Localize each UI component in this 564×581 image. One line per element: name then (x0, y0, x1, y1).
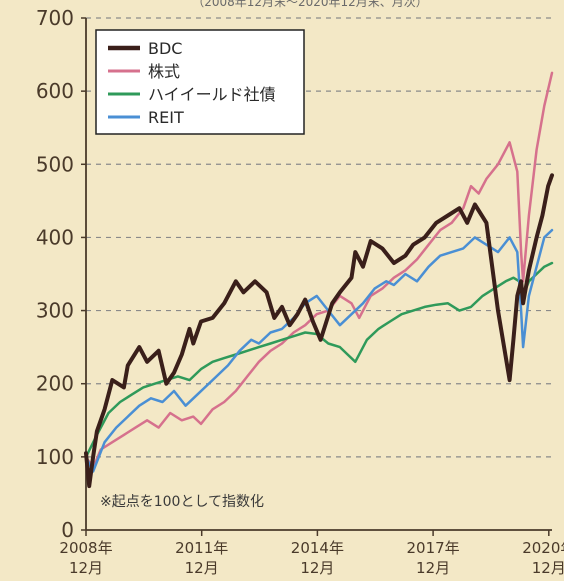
series-layer (84, 71, 554, 489)
x-tick-label-year: 2014年 (291, 539, 344, 557)
x-tick-label-year: 2011年 (175, 539, 228, 557)
x-tick-label-month: 12月 (69, 559, 103, 577)
y-tick-label: 700 (36, 6, 74, 30)
x-tick-label-year: 2017年 (407, 539, 460, 557)
x-tick-label-month: 12月 (300, 559, 334, 577)
legend-label: ハイイールド社債 (148, 85, 276, 104)
series-line-BDC (84, 173, 554, 489)
x-tick-label-year: 2020年 (522, 539, 564, 557)
x-tick-label-month: 12月 (185, 559, 219, 577)
series-line-REIT (84, 228, 554, 473)
x-tick-label-year: 2008年 (59, 539, 112, 557)
axis-layer: 0 100 200 300 400 500 600 700 2008年 12月 2011年 12月 20… (36, 6, 564, 577)
legend-label: REIT (148, 108, 184, 127)
chart-note: ※起点を100として指数化 (100, 494, 264, 510)
y-tick-label: 400 (36, 225, 74, 249)
y-tick-label: 500 (36, 152, 74, 176)
legend-label: 株式 (148, 62, 180, 81)
series-line-株式 (84, 71, 554, 470)
note-layer: ※起点を100として指数化 (100, 494, 264, 510)
y-tick-label: 0 (61, 518, 74, 542)
y-tick-label: 100 (36, 445, 74, 469)
title-layer: （2008年12月末〜2020年12月末、月次） (192, 0, 428, 9)
series-line-ハイイールド社債 (84, 261, 554, 459)
legend-label: BDC (148, 39, 182, 58)
x-tick-label-month: 12月 (532, 559, 564, 577)
chart-title-fragment: （2008年12月末〜2020年12月末、月次） (192, 0, 428, 9)
grid-layer (86, 17, 552, 458)
y-tick-label: 300 (36, 299, 74, 323)
x-tick-label-month: 12月 (416, 559, 450, 577)
y-tick-label: 200 (36, 372, 74, 396)
y-tick-label: 600 (36, 79, 74, 103)
